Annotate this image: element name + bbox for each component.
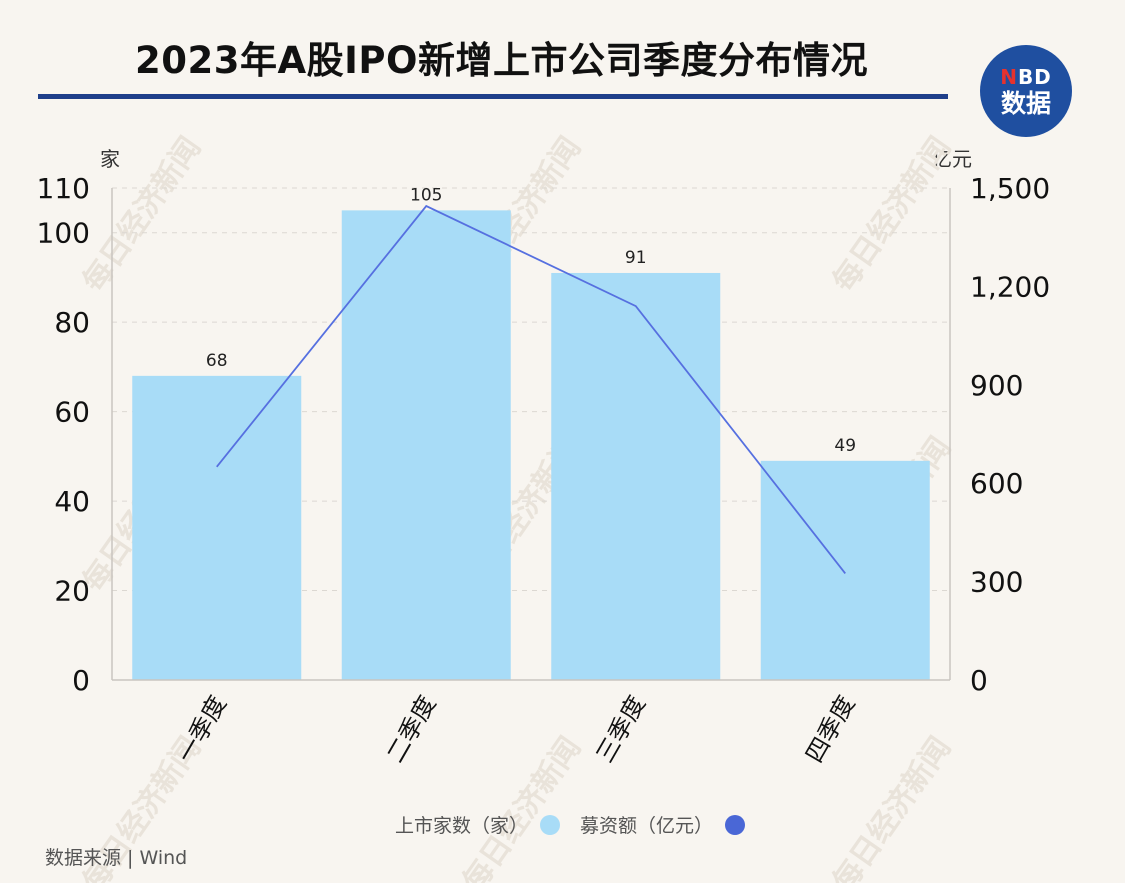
title-underline <box>38 94 948 99</box>
x-tick-label: 二季度 <box>381 691 441 767</box>
bar-series <box>132 210 930 680</box>
bar-1 <box>132 375 302 680</box>
bar-4 <box>760 460 930 680</box>
data-labels: 68 105 91 49 <box>206 185 856 455</box>
x-tick-label: 一季度 <box>172 691 232 767</box>
logo-text-top: NBD <box>1000 64 1052 89</box>
right-tick-label: 1,200 <box>970 270 1050 303</box>
axes <box>111 188 951 681</box>
nbd-logo: NBD 数据 <box>980 45 1072 137</box>
left-tick-label: 40 <box>54 485 90 518</box>
left-tick-label: 110 <box>37 172 90 205</box>
legend: 上市家数（家） 募资额（亿元） <box>395 811 765 838</box>
watermark-text: 每日经济新闻 <box>456 731 588 883</box>
right-tick-label: 600 <box>970 467 1023 500</box>
legend-label-bars: 上市家数（家） <box>395 815 529 837</box>
left-axis-unit: 家 <box>100 147 120 171</box>
logo-text-bottom: 数据 <box>1000 88 1051 118</box>
left-tick-label: 20 <box>54 575 90 608</box>
watermark-text: 每日经济新闻 <box>826 131 958 299</box>
left-tick-label: 0 <box>72 664 90 697</box>
left-tick-label: 60 <box>54 396 90 429</box>
right-axis-unit: 亿元 <box>932 147 972 171</box>
chart-title: 2023年A股IPO新增上市公司季度分布情况 <box>135 39 868 82</box>
line-series <box>216 204 846 574</box>
right-tick-label: 900 <box>970 369 1023 402</box>
right-tick-label: 1,500 <box>970 172 1050 205</box>
bar-2 <box>341 210 511 680</box>
data-label: 105 <box>410 185 442 205</box>
left-tick-label: 100 <box>37 217 90 250</box>
bar-3 <box>551 272 721 680</box>
legend-dot-bars <box>540 814 561 835</box>
data-label: 68 <box>206 351 228 371</box>
right-tick-label: 300 <box>970 566 1023 599</box>
data-label: 91 <box>625 248 647 268</box>
right-tick-label: 0 <box>970 664 988 697</box>
legend-dot-line <box>725 814 746 835</box>
data-label: 49 <box>834 436 856 456</box>
data-source: 数据来源 | Wind <box>45 847 188 869</box>
watermark-text: 每日经济新闻 <box>826 731 958 883</box>
left-tick-label: 80 <box>54 306 90 339</box>
line-path <box>216 204 846 574</box>
x-tick-label: 三季度 <box>591 691 651 767</box>
x-tick-label: 四季度 <box>800 691 860 767</box>
watermark-text: 每日经济新闻 <box>76 131 208 299</box>
legend-label-line: 募资额（亿元） <box>580 815 714 837</box>
